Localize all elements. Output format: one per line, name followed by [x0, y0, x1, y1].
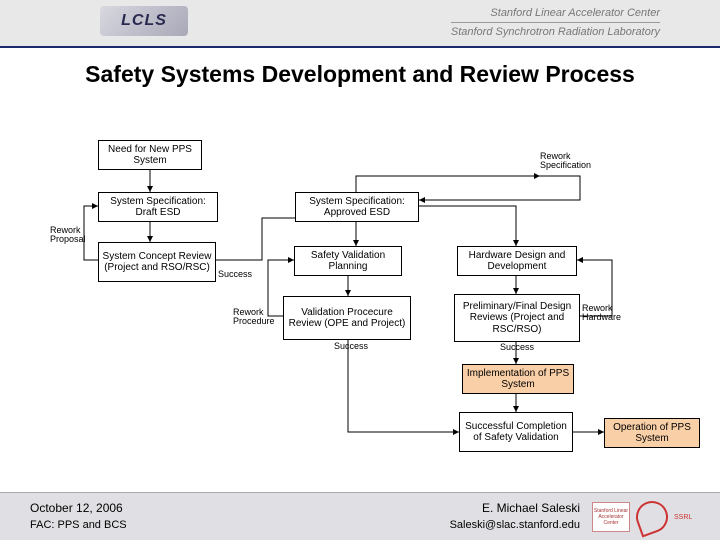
flow-node-n11: Operation of PPS System — [604, 418, 700, 448]
flow-node-n5: Safety Validation Planning — [294, 246, 402, 276]
flow-label-l6: Rework Hardware — [582, 304, 621, 323]
page-title: Safety Systems Development and Review Pr… — [0, 60, 720, 89]
flow-node-n9: Implementation of PPS System — [462, 364, 574, 394]
lcls-logo: LCLS — [100, 6, 188, 36]
ssrl-ring-icon — [631, 496, 672, 537]
flowchart: Need for New PPS System System Specificat… — [0, 130, 720, 470]
footer-subtitle: FAC: PPS and BCS — [30, 519, 127, 531]
flow-label-l2: Success — [218, 270, 252, 279]
footer: October 12, 2006 FAC: PPS and BCS E. Mic… — [0, 492, 720, 540]
flow-node-n8: Preliminary/Final Design Reviews (Projec… — [454, 294, 580, 342]
flow-node-n3: System Concept Review (Project and RSO/R… — [98, 242, 216, 282]
slac-mini-logo: Stanford Linear Accelerator Center — [592, 502, 630, 532]
flow-node-n4: System Specification: Approved ESD — [295, 192, 419, 222]
footer-author: E. Michael Saleski — [482, 501, 580, 515]
footer-email: Saleski@slac.stanford.edu — [450, 519, 580, 531]
org-line-1: Stanford Linear Accelerator Center — [451, 6, 660, 20]
footer-date: October 12, 2006 — [30, 501, 123, 515]
ssrl-text: SSRL — [674, 514, 692, 521]
flow-node-n7: Hardware Design and Development — [457, 246, 577, 276]
flow-label-l1: Rework Proposal — [50, 226, 86, 245]
header-band: LCLS Stanford Linear Accelerator Center … — [0, 0, 720, 48]
flow-label-l5: Success — [334, 342, 368, 351]
flow-node-n2: System Specification: Draft ESD — [98, 192, 218, 222]
footer-logo: Stanford Linear Accelerator Center SSRL — [592, 499, 702, 535]
flow-node-n6: Validation Procecure Review (OPE and Pro… — [283, 296, 411, 340]
flow-node-n10: Successful Completion of Safety Validati… — [459, 412, 573, 452]
flow-label-l3: Rework Specification — [540, 152, 591, 171]
org-line-2: Stanford Synchrotron Radiation Laborator… — [451, 25, 660, 39]
flow-label-l7: Success — [500, 343, 534, 352]
flow-label-l4: Rework Procedure — [233, 308, 275, 327]
org-names: Stanford Linear Accelerator Center Stanf… — [451, 6, 660, 40]
flow-node-n1: Need for New PPS System — [98, 140, 202, 170]
